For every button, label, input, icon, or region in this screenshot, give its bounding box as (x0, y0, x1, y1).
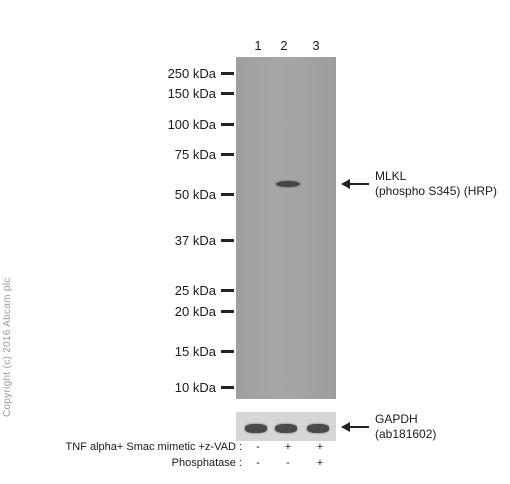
target-label-name: MLKL (375, 169, 407, 183)
gapdh-band-lane-3 (307, 424, 329, 433)
marker-label: 25 kDa (174, 283, 216, 298)
marker-label: 50 kDa (174, 187, 216, 202)
treatment-sign: + (284, 441, 292, 453)
treatment-label-phosphatase: Phosphatase : (171, 457, 242, 469)
marker-tick (221, 193, 234, 196)
marker-tick (221, 289, 234, 292)
gapdh-band-lane-2 (275, 424, 297, 433)
marker-label: 15 kDa (174, 344, 216, 359)
loading-control-label-name: GAPDH (375, 412, 418, 426)
treatment-label-tnf: TNF alpha+ Smac mimetic +z-VAD : (65, 441, 242, 453)
marker-label: 250 kDa (167, 66, 216, 81)
marker-tick (221, 310, 234, 313)
loading-control-arrowhead-icon (341, 422, 350, 432)
marker-label: 10 kDa (174, 380, 216, 395)
marker-label: 150 kDa (167, 86, 216, 101)
lane-number-2: 2 (280, 38, 288, 53)
marker-tick (221, 350, 234, 353)
lane-number-1: 1 (254, 38, 262, 53)
loading-control-label-detail: (ab181602) (375, 427, 437, 441)
main-blot-image (236, 57, 336, 399)
marker-label: 100 kDa (167, 117, 216, 132)
marker-tick (221, 72, 234, 75)
loading-control-arrow-icon (345, 426, 369, 428)
marker-label: 75 kDa (174, 147, 216, 162)
treatment-sign: - (256, 441, 260, 453)
target-label-detail: (phospho S345) (HRP) (375, 184, 498, 198)
marker-tick (221, 123, 234, 126)
lane-number-3: 3 (312, 38, 320, 53)
marker-tick (221, 386, 234, 389)
target-arrow-icon (345, 183, 369, 185)
marker-label: 37 kDa (174, 233, 216, 248)
treatment-sign: + (316, 441, 324, 453)
treatment-sign: - (256, 457, 260, 469)
treatment-sign: - (286, 457, 290, 469)
gapdh-band-lane-1 (245, 424, 267, 433)
marker-tick (221, 239, 234, 242)
target-arrowhead-icon (341, 179, 350, 189)
marker-tick (221, 153, 234, 156)
marker-tick (221, 92, 234, 95)
marker-label: 20 kDa (174, 304, 216, 319)
mlkl-band-lane-2 (276, 181, 300, 187)
treatment-sign: + (316, 457, 324, 469)
copyright-text: Copyright (c) 2016 Abcam plc (2, 277, 13, 417)
